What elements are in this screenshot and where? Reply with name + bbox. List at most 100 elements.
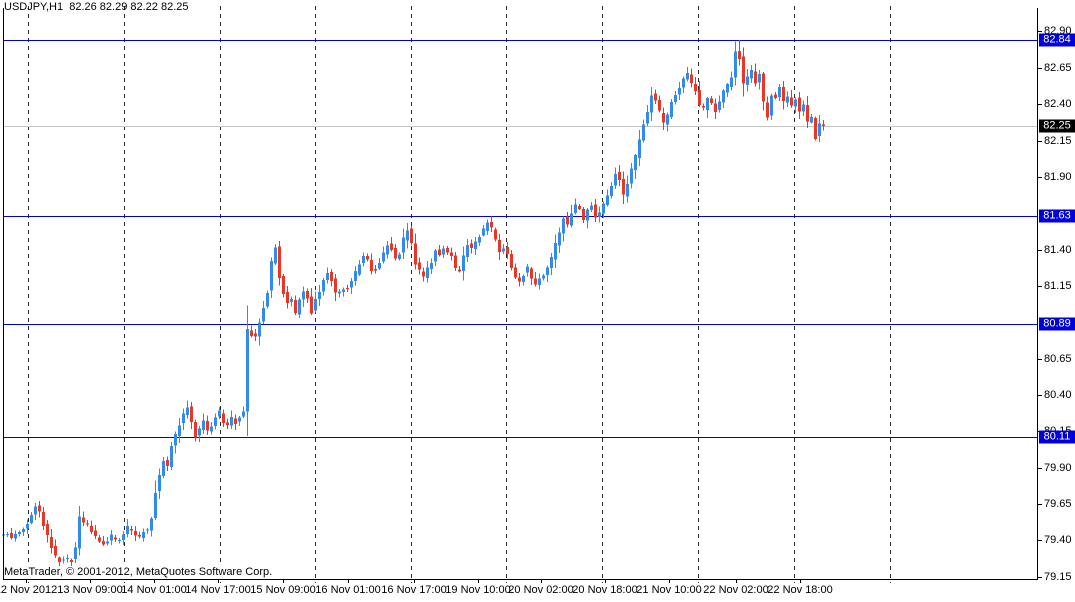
price-level-marker: 82.84	[1039, 33, 1075, 47]
time-tick-label: 19 Nov 10:00	[445, 584, 511, 596]
candle-body	[658, 100, 661, 111]
candle-body	[110, 534, 113, 541]
price-tick-label: 82.40	[1044, 98, 1072, 111]
price-tick-label: 81.90	[1044, 170, 1072, 183]
price-tick-label: 82.15	[1044, 134, 1072, 147]
candle-body	[562, 218, 565, 234]
candle-body	[414, 243, 417, 265]
candle-body	[710, 98, 713, 104]
copyright-text: MetaTrader, © 2001-2012, MetaQuotes Soft…	[4, 566, 273, 578]
candle-body	[34, 506, 37, 515]
candle-body	[514, 267, 517, 278]
candle-body	[530, 268, 533, 279]
candle-body	[434, 250, 437, 262]
candle-body	[594, 204, 597, 218]
candle-body	[226, 422, 229, 425]
price-tick-label: 82.65	[1044, 61, 1072, 74]
candle-body	[602, 203, 605, 214]
candle-body	[642, 124, 645, 141]
candle-body	[42, 511, 45, 526]
candle-body	[162, 460, 165, 477]
candle-body	[486, 222, 489, 231]
candle-body	[362, 255, 365, 264]
candle-body	[286, 291, 289, 303]
candle-body	[802, 104, 805, 112]
candle-body	[474, 241, 477, 249]
bid-price-marker: 82.25	[1039, 119, 1075, 133]
candle-body	[218, 410, 221, 417]
candle-body	[166, 460, 169, 466]
candle-body	[570, 213, 573, 226]
candle-body	[386, 245, 389, 255]
candle-body	[26, 523, 29, 529]
candle-body	[62, 559, 65, 561]
time-tick-label: 13 Nov 09:00	[57, 584, 123, 596]
candle-body	[782, 86, 785, 102]
candle-body	[334, 278, 337, 293]
candle-body	[310, 296, 313, 314]
candle-body	[494, 229, 497, 240]
candle-body	[406, 230, 409, 241]
candle-body	[690, 74, 693, 83]
candle-body	[730, 77, 733, 87]
candle-body	[422, 271, 425, 277]
candle-body	[714, 103, 717, 112]
candle-body	[470, 243, 473, 249]
candle-body	[154, 492, 157, 518]
candle-body	[534, 278, 537, 285]
candle-body	[270, 261, 273, 291]
time-tick-label: 14 Nov 01:00	[121, 584, 187, 596]
candle-body	[618, 171, 621, 180]
candle-wick	[103, 535, 104, 546]
candle-body	[654, 93, 657, 101]
candle-body	[222, 413, 225, 423]
candle-body	[754, 71, 757, 84]
candle-body	[498, 239, 501, 253]
time-tick-label: 20 Nov 02:00	[508, 584, 574, 596]
candle-body	[622, 179, 625, 195]
candle-body	[46, 523, 49, 535]
candle-wick	[107, 537, 108, 546]
candle-body	[6, 534, 9, 536]
candle-body	[294, 300, 297, 314]
time-tick-label: 14 Nov 17:00	[185, 584, 251, 596]
candle-body	[66, 558, 69, 560]
candle-body	[822, 124, 825, 126]
candle-body	[650, 95, 653, 113]
candle-body	[150, 518, 153, 531]
price-level-marker: 80.11	[1039, 430, 1075, 444]
candle-body	[126, 525, 129, 534]
price-tick-label: 81.40	[1044, 243, 1072, 256]
candle-body	[134, 531, 137, 536]
candle-body	[734, 51, 737, 78]
candle-body	[446, 248, 449, 253]
candle-body	[786, 96, 789, 103]
candle-body	[578, 205, 581, 209]
candle-body	[78, 516, 81, 549]
candle-body	[246, 329, 249, 412]
candle-body	[634, 154, 637, 170]
candle-body	[670, 102, 673, 118]
candle-body	[302, 291, 305, 300]
candle-body	[538, 278, 541, 285]
candle-body	[574, 204, 577, 214]
candle-body	[242, 411, 245, 417]
candle-body	[790, 97, 793, 106]
candle-body	[114, 537, 117, 540]
candle-body	[306, 291, 309, 299]
candle-body	[70, 560, 73, 562]
candle-body	[266, 292, 269, 307]
candle-body	[338, 291, 341, 294]
candle-body	[350, 280, 353, 288]
candle-body	[234, 418, 237, 425]
chart-title: USDJPY,H1 82.26 82.29 82.22 82.25	[4, 1, 189, 13]
candle-body	[90, 526, 93, 533]
candle-body	[758, 74, 761, 83]
candle-body	[450, 252, 453, 256]
candle-body	[702, 106, 705, 108]
candle-body	[22, 528, 25, 532]
candle-body	[418, 262, 421, 270]
candle-body	[274, 247, 277, 264]
candle-body	[566, 216, 569, 225]
